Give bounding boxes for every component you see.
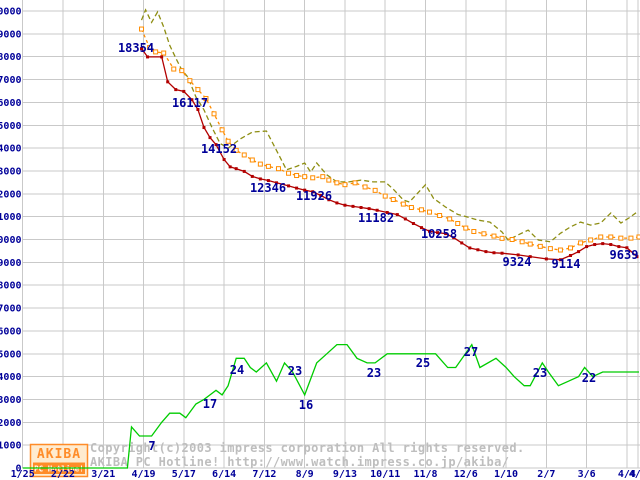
x-axis-tick-label: 4/4 (618, 469, 636, 480)
shop-count-label: 23 (533, 366, 547, 380)
akiba-pc-hotline-logo: AKIBA PC Hotline! (29, 443, 89, 478)
price-value-label: 9114 (552, 257, 581, 271)
data-series (22, 8, 640, 469)
x-axis-tick-label: 6/14 (212, 469, 236, 480)
price-value-label: 12346 (250, 181, 286, 195)
x-axis-tick-label: 4/8 (629, 469, 640, 480)
shop-count-line (22, 343, 639, 469)
price-value-label: 9639 (610, 248, 639, 262)
x-axis-tick-label: 2/7 (537, 469, 555, 480)
price-value-label: 9324 (503, 255, 532, 269)
x-axis-tick-label: 10/11 (370, 469, 400, 480)
y-axis-tick-label: 5000 (0, 349, 22, 360)
x-axis-tick-label: 9/13 (333, 469, 357, 480)
y-axis-tick-label: 20000 (0, 7, 22, 18)
x-axis-tick-label: 5/17 (172, 469, 196, 480)
price-value-label: 10258 (421, 227, 457, 241)
y-axis-tick-label: 13000 (0, 166, 22, 177)
x-axis-tick-label: 7/12 (252, 469, 276, 480)
shop-count-label: 23 (367, 366, 381, 380)
logo-pc-hotline-text: PC Hotline! (34, 465, 84, 474)
y-axis-tick-label: 2000 (0, 418, 22, 429)
x-axis-tick-label: 8/9 (296, 469, 314, 480)
lowest-price-markers (140, 47, 639, 262)
copyright-line-2: AKIBA PC Hotline! http://www.watch.impre… (90, 455, 509, 469)
price-value-label: 18354 (118, 41, 154, 55)
y-axis-tick-label: 7000 (0, 304, 22, 315)
axis-tick-labels: 0 1000 2000 3000 4000 5000 6000 7000 8000 9000 100… (0, 7, 640, 480)
y-axis-tick-label: 11000 (0, 212, 22, 223)
shop-count-label: 24 (230, 363, 244, 377)
y-axis-tick-label: 10000 (0, 235, 22, 246)
y-axis-tick-label: 19000 (0, 29, 22, 40)
y-axis-tick-label: 18000 (0, 52, 22, 63)
shop-count-label: 25 (416, 356, 430, 370)
price-value-label: 14152 (201, 142, 237, 156)
y-axis-tick-label: 6000 (0, 326, 22, 337)
x-axis-tick-label: 1/25 (11, 469, 35, 480)
x-axis-tick-label: 1/10 (494, 469, 518, 480)
y-axis-tick-label: 3000 (0, 395, 22, 406)
x-axis-tick-label: 4/19 (131, 469, 155, 480)
price-value-label: 16117 (172, 96, 208, 110)
average-price-markers (139, 26, 640, 253)
x-axis-tick-label: 11/8 (413, 469, 437, 480)
y-axis-tick-label: 4000 (0, 372, 22, 383)
grid-lines (22, 0, 640, 469)
y-axis-tick-label: 15000 (0, 121, 22, 132)
watermark: AKIBA PC Hotline! Copyright(c)2003 impre… (29, 441, 525, 478)
shop-count-label: 7 (148, 439, 155, 453)
logo-akiba-text: AKIBA (37, 447, 81, 462)
x-axis-tick-label: 2/22 (51, 469, 75, 480)
shop-count-label: 16 (299, 398, 313, 412)
shop-count-label: 23 (288, 364, 302, 378)
y-axis-tick-label: 16000 (0, 98, 22, 109)
highest-price-line (140, 8, 638, 243)
copyright-line-1: Copyright(c)2003 impress corporation All… (90, 441, 525, 455)
y-axis-tick-label: 9000 (0, 258, 22, 269)
shop-count-label: 17 (203, 397, 217, 411)
y-axis-tick-label: 1000 (0, 441, 22, 452)
y-axis-tick-label: 17000 (0, 75, 22, 86)
x-axis-tick-label: 3/21 (91, 469, 115, 480)
value-annotations: 18354 16117 14152 12346 11926 11182 10258 9324 9… (118, 41, 639, 453)
y-axis-tick-label: 14000 (0, 144, 22, 155)
y-axis-tick-label: 0 (15, 464, 21, 475)
shop-count-label: 27 (464, 345, 478, 359)
x-axis-tick-label: 3/6 (578, 469, 596, 480)
shop-count-label: 22 (582, 371, 596, 385)
y-axis-tick-label: 8000 (0, 281, 22, 292)
price-value-label: 11182 (358, 211, 394, 225)
price-value-label: 11926 (296, 189, 332, 203)
x-axis-tick-label: 12/6 (454, 469, 478, 480)
y-axis-tick-label: 12000 (0, 189, 22, 200)
